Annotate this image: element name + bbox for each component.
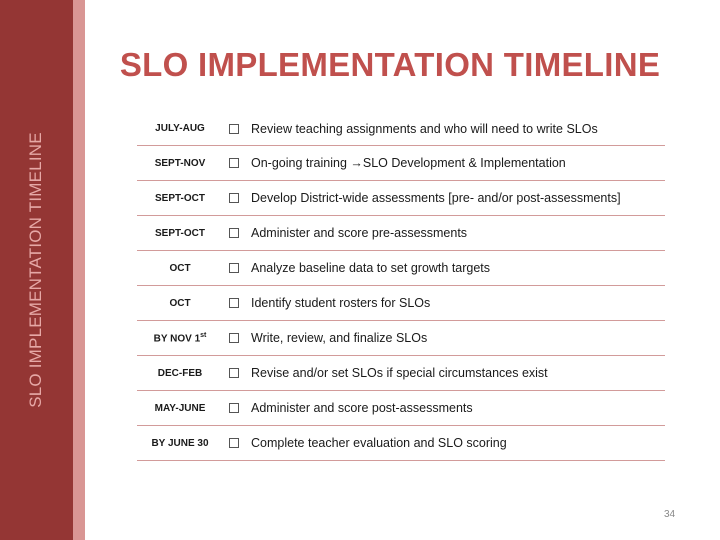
timeline-row: SEPT-OCT Administer and score pre-assess…: [137, 216, 665, 251]
timeline-row: JULY-AUG Review teaching assignments and…: [137, 112, 665, 146]
page-number: 34: [664, 509, 676, 520]
checkbox-icon: [229, 403, 239, 413]
row-task: Develop District-wide assessments [pre- …: [251, 191, 621, 205]
row-date: OCT: [169, 297, 191, 309]
checkbox-icon: [229, 333, 239, 343]
checkbox-icon: [229, 123, 239, 134]
row-date: BY NOV 1st: [137, 332, 223, 344]
row-task: Analyze baseline data to set growth targ…: [251, 261, 491, 275]
checkbox-icon: [229, 298, 239, 308]
checkbox-icon: [229, 438, 239, 448]
row-date: OCT: [169, 262, 191, 274]
row-date: SEPT-OCT: [154, 227, 205, 239]
timeline-row: BY NOV 1st Write, review, and finalize S…: [137, 321, 665, 356]
timeline-row: SEPT-OCT Develop District-wide assessmen…: [137, 181, 665, 216]
checkbox-icon: [229, 228, 239, 238]
checkbox-icon: [229, 193, 239, 203]
checkbox-icon: [229, 368, 239, 378]
row-task: Revise and/or set SLOs if special circum…: [251, 366, 548, 380]
row-date: SEPT-OCT: [154, 192, 205, 204]
row-date: JULY-AUG: [155, 123, 205, 134]
row-date-suffix: st: [200, 331, 207, 339]
page-title: SLO IMPLEMENTATION TIMELINE: [119, 46, 661, 83]
timeline-table: JULY-AUG Review teaching assignments and…: [137, 112, 665, 461]
timeline-row: OCT Analyze baseline data to set growth …: [137, 251, 665, 286]
timeline-row: SEPT-NOV On-going training →SLO Developm…: [137, 146, 665, 181]
row-date: BY JUNE 30: [151, 437, 209, 449]
row-date-text: BY NOV 1: [153, 333, 201, 345]
sidebar: [0, 0, 73, 540]
row-task: On-going training →SLO Development & Imp…: [251, 156, 566, 170]
checkbox-icon: [229, 263, 239, 273]
row-date: SEPT-NOV: [154, 157, 206, 169]
row-task: Complete teacher evaluation and SLO scor…: [251, 436, 507, 450]
row-task: Administer and score post-assessments: [251, 401, 473, 415]
sidebar-title: SLO IMPLEMENTATION TIMELINE: [26, 132, 45, 408]
row-task: Review teaching assignments and who will…: [251, 121, 598, 136]
timeline-row: MAY-JUNE Administer and score post-asses…: [137, 391, 665, 426]
row-task: Administer and score pre-assessments: [251, 226, 468, 240]
timeline-row: BY JUNE 30 Complete teacher evaluation a…: [137, 426, 665, 461]
row-date: MAY-JUNE: [154, 402, 206, 414]
timeline-row: DEC-FEB Revise and/or set SLOs if specia…: [137, 356, 665, 391]
row-task: Write, review, and finalize SLOs: [251, 331, 428, 345]
row-task: Identify student rosters for SLOs: [251, 296, 431, 310]
checkbox-icon: [229, 158, 239, 168]
sidebar-accent-strip: [73, 0, 85, 540]
timeline-row: OCT Identify student rosters for SLOs: [137, 286, 665, 321]
row-date: DEC-FEB: [157, 367, 203, 379]
